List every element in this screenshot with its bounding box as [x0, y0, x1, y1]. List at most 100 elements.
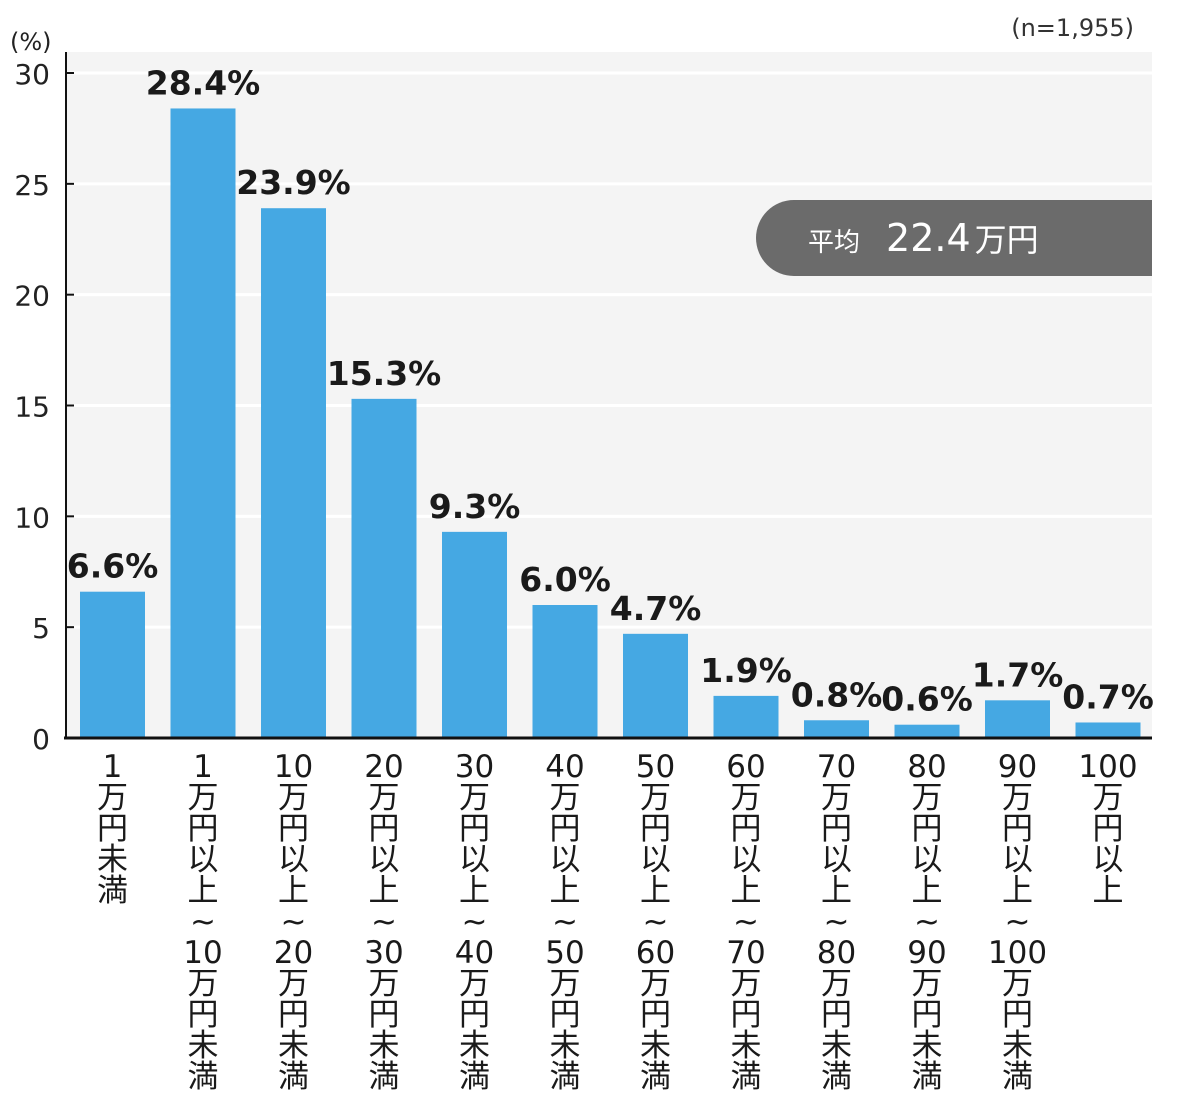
y-axis-ticks: 0 5 10 15 20 25 30 [14, 58, 74, 756]
category-label-line: 以 [1002, 842, 1033, 878]
category-label-line: 上 [1002, 873, 1033, 909]
category-label-line: 円 [550, 997, 581, 1033]
category-label-line: 円 [459, 997, 490, 1033]
category-label-line: 円 [912, 997, 943, 1033]
category-label-line: 万 [912, 966, 943, 1002]
category-label-line: ~ [824, 904, 850, 940]
bar-value-label: 6.0% [519, 560, 611, 599]
bar [170, 108, 236, 738]
category-label-line: 円 [821, 811, 852, 847]
category-label-line: 円 [188, 997, 219, 1033]
bars [80, 108, 1141, 738]
category-label-line: 上 [912, 873, 943, 909]
category-label-line: 未 [912, 1028, 943, 1064]
category-label-line: 円 [731, 997, 762, 1033]
y-tick-label: 25 [14, 169, 50, 202]
bar-value-label: 9.3% [429, 487, 521, 526]
category-label-line: 満 [369, 1059, 400, 1095]
category-label-line: ~ [733, 904, 759, 940]
x-axis-categories: 1万円未満1万円以上~10万円未満10万円以上~20万円未満20万円以上~30万… [97, 749, 1138, 1095]
bar-value-label: 0.6% [881, 680, 973, 719]
category-label-line: 10 [183, 935, 222, 971]
data-labels: 6.6%28.4%23.9%15.3%9.3%6.0%4.7%1.9%0.8%0… [67, 63, 1154, 718]
category-label-line: 上 [459, 873, 490, 909]
y-tick-label: 15 [14, 391, 50, 424]
category-label-line: 10 [274, 749, 313, 785]
bar [532, 605, 598, 738]
category-label-line: 1 [103, 749, 123, 785]
bar-value-label: 1.7% [972, 655, 1064, 694]
y-tick-label: 10 [14, 501, 50, 534]
category-label-line: 円 [821, 997, 852, 1033]
category-label-line: 万 [278, 780, 309, 816]
average-badge-text: 平均 22.4 万円 [808, 216, 1039, 260]
bar-value-label: 23.9% [236, 163, 351, 202]
category-label-line: ~ [190, 904, 216, 940]
category-label-line: 30 [455, 749, 494, 785]
category-label-line: 万 [821, 780, 852, 816]
category-label-line: ~ [914, 904, 940, 940]
category-label-line: 満 [188, 1059, 219, 1095]
category-label-line: 90 [907, 935, 946, 971]
category-label-line: 90 [998, 749, 1037, 785]
category-label-line: 80 [817, 935, 856, 971]
category-label-line: ~ [643, 904, 669, 940]
y-tick-label: 30 [14, 58, 50, 91]
category-label-line: 以 [369, 842, 400, 878]
category-label-line: ~ [1005, 904, 1031, 940]
bar-value-label: 0.7% [1062, 677, 1154, 716]
category-label-line: 万 [731, 966, 762, 1002]
category-label-line: 円 [278, 811, 309, 847]
bar [80, 591, 145, 738]
category-label-line: 上 [640, 873, 671, 909]
category-label-line: 円 [550, 811, 581, 847]
category-label-line: 以 [278, 842, 309, 878]
category-label-line: 未 [821, 1028, 852, 1064]
category-label-line: ~ [552, 904, 578, 940]
category-label-line: 万 [459, 966, 490, 1002]
category-label-line: 未 [369, 1028, 400, 1064]
category-label-line: 万 [369, 966, 400, 1002]
category-label-line: 未 [550, 1028, 581, 1064]
category-label-line: 万 [550, 966, 581, 1002]
plot-background [66, 52, 1152, 737]
category-label-line: 満 [821, 1059, 852, 1095]
bar-value-label: 28.4% [146, 63, 261, 102]
y-tick-label: 5 [32, 612, 50, 645]
category-label-line: 万 [1093, 780, 1124, 816]
category-label-line: 円 [278, 997, 309, 1033]
category-label-line: 円 [188, 811, 219, 847]
category-label-line: 満 [640, 1059, 671, 1095]
category-label-line: 円 [369, 811, 400, 847]
category-label-line: 円 [640, 811, 671, 847]
category-label-line: ~ [462, 904, 488, 940]
average-unit: 万円 [975, 221, 1039, 259]
category-label-line: 万 [459, 780, 490, 816]
category-label-line: 万 [731, 780, 762, 816]
category-label-line: 100 [988, 935, 1047, 971]
category-label-line: 30 [364, 935, 403, 971]
category-label-line: 50 [636, 749, 675, 785]
category-label-line: 満 [912, 1059, 943, 1095]
category-label-line: 円 [369, 997, 400, 1033]
category-label-line: 万 [912, 780, 943, 816]
category-label-line: 上 [1093, 873, 1124, 909]
category-label-line: 以 [821, 842, 852, 878]
category-label-line: 円 [97, 811, 128, 847]
category-label-line: 80 [907, 749, 946, 785]
category-label-line: 1 [193, 749, 213, 785]
category-label-line: 上 [550, 873, 581, 909]
category-label-line: 未 [97, 842, 128, 878]
bar-value-label: 6.6% [67, 547, 159, 586]
category-label-line: 未 [278, 1028, 309, 1064]
average-value: 22.4 [886, 216, 971, 260]
